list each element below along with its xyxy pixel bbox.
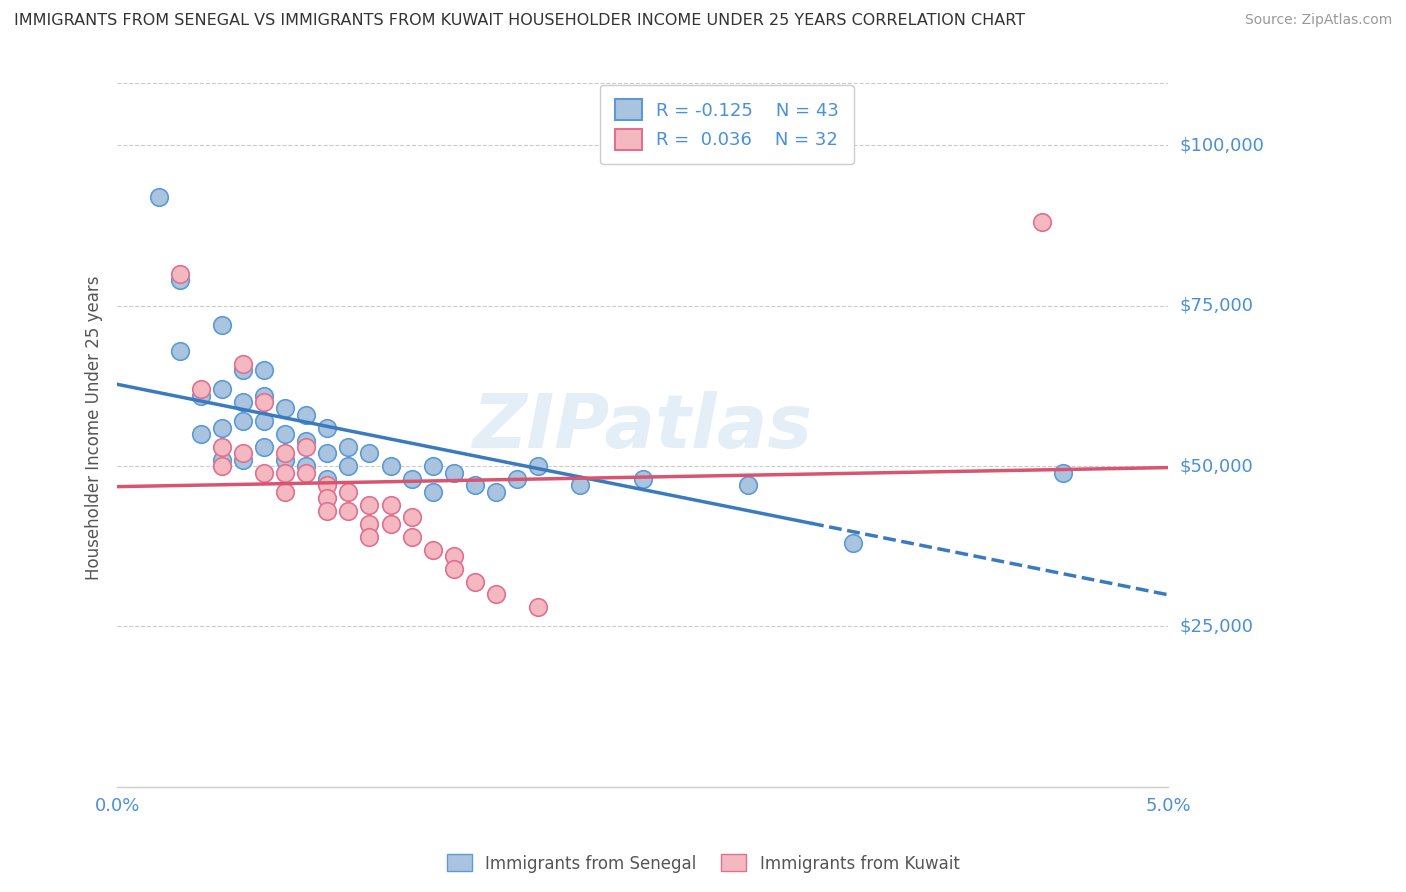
Point (295, 440, 318, 454)
Point (359, 498, 381, 512)
Point (485, 484, 508, 499)
Point (295, 466, 318, 480)
Legend: R = -0.125    N = 43, R =  0.036    N = 32: R = -0.125 N = 43, R = 0.036 N = 32 (600, 85, 853, 164)
Point (380, 516, 402, 531)
Point (1031, 215, 1053, 229)
Point (359, 530, 381, 544)
Point (253, 414, 276, 428)
Point (316, 472, 339, 486)
Point (190, 382, 212, 396)
Point (274, 401, 297, 416)
Point (169, 273, 191, 287)
Text: IMMIGRANTS FROM SENEGAL VS IMMIGRANTS FROM KUWAIT HOUSEHOLDER INCOME UNDER 25 YE: IMMIGRANTS FROM SENEGAL VS IMMIGRANTS FR… (14, 13, 1025, 29)
Legend: Immigrants from Senegal, Immigrants from Kuwait: Immigrants from Senegal, Immigrants from… (440, 847, 966, 880)
Point (337, 440, 360, 454)
Point (443, 466, 465, 480)
Point (380, 459, 402, 474)
Point (401, 510, 423, 524)
Point (464, 574, 486, 589)
Point (337, 484, 360, 499)
Point (274, 484, 297, 499)
Point (253, 440, 276, 454)
Point (232, 363, 254, 377)
Point (232, 357, 254, 371)
Point (274, 466, 297, 480)
Point (359, 516, 381, 531)
Point (190, 389, 212, 403)
Point (274, 452, 297, 467)
Point (422, 459, 444, 474)
Point (253, 466, 276, 480)
Text: ZIPatlas: ZIPatlas (472, 392, 813, 464)
Text: $25,000: $25,000 (1180, 617, 1254, 635)
Point (737, 478, 759, 492)
Text: $75,000: $75,000 (1180, 297, 1254, 315)
Point (485, 587, 508, 601)
Point (148, 190, 170, 204)
Point (526, 459, 548, 474)
Point (232, 446, 254, 460)
Point (232, 414, 254, 428)
Point (169, 343, 191, 358)
Point (316, 491, 339, 506)
Point (337, 504, 360, 518)
Point (337, 459, 360, 474)
Point (295, 434, 318, 448)
Point (380, 498, 402, 512)
Point (464, 478, 486, 492)
Point (443, 549, 465, 563)
Point (211, 440, 233, 454)
Point (359, 446, 381, 460)
Point (211, 318, 233, 332)
Point (505, 472, 527, 486)
Point (211, 382, 233, 396)
Point (422, 484, 444, 499)
Point (253, 363, 276, 377)
Point (842, 536, 865, 550)
Point (316, 504, 339, 518)
Point (526, 600, 548, 615)
Point (274, 446, 297, 460)
Point (401, 472, 423, 486)
Point (253, 389, 276, 403)
Point (211, 452, 233, 467)
Point (443, 562, 465, 576)
Text: $100,000: $100,000 (1180, 136, 1264, 154)
Point (1052, 466, 1074, 480)
Text: Source: ZipAtlas.com: Source: ZipAtlas.com (1244, 13, 1392, 28)
Point (401, 530, 423, 544)
Point (422, 542, 444, 557)
Point (568, 478, 591, 492)
Point (316, 420, 339, 434)
Point (169, 267, 191, 281)
Point (190, 427, 212, 442)
Point (631, 472, 654, 486)
Point (211, 459, 233, 474)
Point (253, 395, 276, 409)
Point (295, 408, 318, 422)
Point (274, 427, 297, 442)
Point (211, 420, 233, 434)
Text: $50,000: $50,000 (1180, 458, 1253, 475)
Point (232, 395, 254, 409)
Y-axis label: Householder Income Under 25 years: Householder Income Under 25 years (86, 276, 103, 580)
Point (232, 452, 254, 467)
Point (295, 459, 318, 474)
Point (316, 478, 339, 492)
Point (316, 446, 339, 460)
